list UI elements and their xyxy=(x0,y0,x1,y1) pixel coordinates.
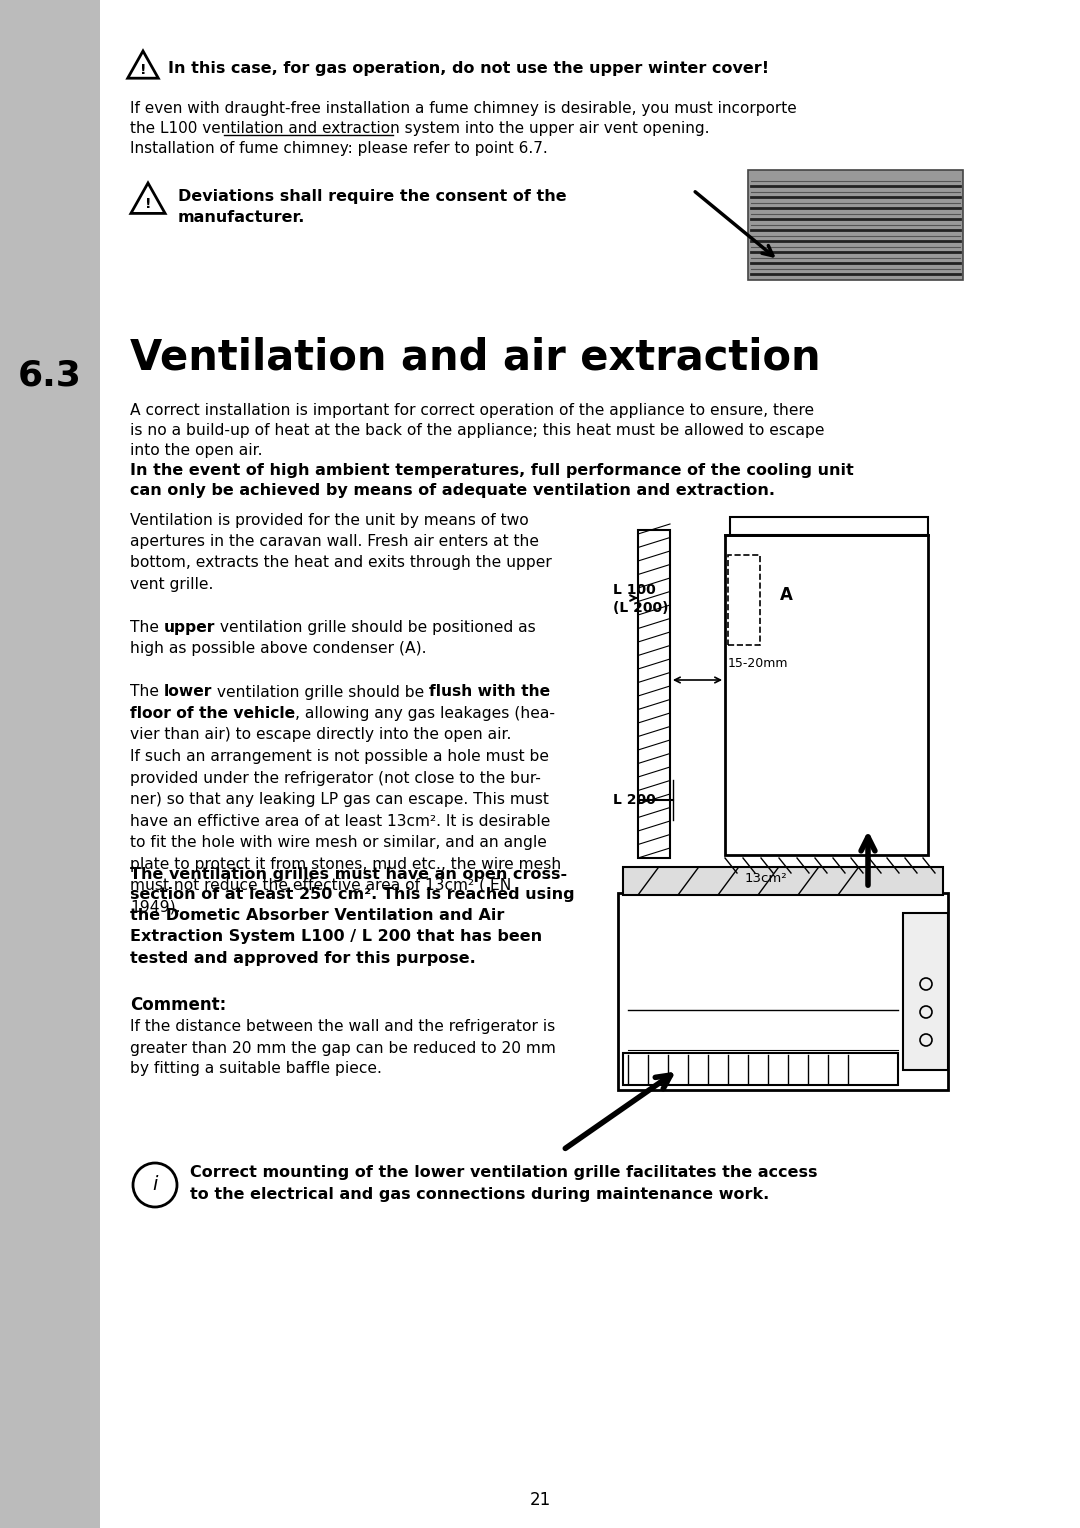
Text: can only be achieved by means of adequate ventilation and extraction.: can only be achieved by means of adequat… xyxy=(130,483,775,498)
Text: If such an arrangement is not possible a hole must be: If such an arrangement is not possible a… xyxy=(130,749,549,764)
Bar xyxy=(725,535,928,856)
Text: L 100: L 100 xyxy=(613,584,656,597)
Text: apertures in the caravan wall. Fresh air enters at the: apertures in the caravan wall. Fresh air… xyxy=(130,533,539,549)
Text: 15-20mm: 15-20mm xyxy=(728,657,788,669)
Text: A: A xyxy=(780,587,793,604)
Text: provided under the refrigerator (not close to the bur-: provided under the refrigerator (not clo… xyxy=(130,770,541,785)
Text: A correct installation is important for correct operation of the appliance to en: A correct installation is important for … xyxy=(130,402,814,417)
Bar xyxy=(638,530,670,859)
Text: If even with draught-free installation a fume chimney is desirable, you must inc: If even with draught-free installation a… xyxy=(130,101,797,116)
Bar xyxy=(730,516,928,535)
Text: Correct mounting of the lower ventilation grille facilitates the access: Correct mounting of the lower ventilatio… xyxy=(190,1164,818,1180)
Text: The ventilation grilles must have an open cross-: The ventilation grilles must have an ope… xyxy=(130,866,567,882)
Text: In the event of high ambient temperatures, full performance of the cooling unit: In the event of high ambient temperature… xyxy=(130,463,854,477)
Text: vent grille.: vent grille. xyxy=(130,578,214,591)
Text: section of at least 250 cm². This is reached using: section of at least 250 cm². This is rea… xyxy=(130,888,575,903)
Text: 1949).: 1949). xyxy=(130,900,180,914)
Text: greater than 20 mm the gap can be reduced to 20 mm: greater than 20 mm the gap can be reduce… xyxy=(130,1041,556,1056)
Text: by fitting a suitable baffle piece.: by fitting a suitable baffle piece. xyxy=(130,1062,382,1077)
Bar xyxy=(903,914,948,1070)
Bar xyxy=(623,1053,897,1085)
Text: have an effictive area of at least 13cm². It is desirable: have an effictive area of at least 13cm²… xyxy=(130,813,551,828)
Text: must not reduce the effective area of 13cm² ( EN: must not reduce the effective area of 13… xyxy=(130,879,511,892)
Text: If the distance between the wall and the refrigerator is: If the distance between the wall and the… xyxy=(130,1019,555,1034)
Text: (L 200): (L 200) xyxy=(613,601,669,614)
Text: Installation of fume chimney: please refer to point 6.7.: Installation of fume chimney: please ref… xyxy=(130,141,548,156)
Text: the Dometic Absorber Ventilation and Air: the Dometic Absorber Ventilation and Air xyxy=(130,909,504,923)
Text: ner) so that any leaking LP gas can escape. This must: ner) so that any leaking LP gas can esca… xyxy=(130,792,549,807)
Text: high as possible above condenser (A).: high as possible above condenser (A). xyxy=(130,642,427,657)
Text: The: The xyxy=(130,620,164,636)
Text: i: i xyxy=(152,1175,158,1195)
Text: vier than air) to escape directly into the open air.: vier than air) to escape directly into t… xyxy=(130,727,511,743)
Text: into the open air.: into the open air. xyxy=(130,443,262,457)
Text: !: ! xyxy=(145,197,151,211)
Text: Deviations shall require the consent of the: Deviations shall require the consent of … xyxy=(178,188,567,203)
Text: lower: lower xyxy=(164,685,213,700)
Text: ventilation grille should be: ventilation grille should be xyxy=(213,685,430,700)
Text: In this case, for gas operation, do not use the upper winter cover!: In this case, for gas operation, do not … xyxy=(168,61,769,75)
Text: Comment:: Comment: xyxy=(130,996,226,1015)
Text: , allowing any gas leakages (hea-: , allowing any gas leakages (hea- xyxy=(295,706,555,721)
Bar xyxy=(623,866,943,895)
Text: to fit the hole with wire mesh or similar, and an angle: to fit the hole with wire mesh or simila… xyxy=(130,834,546,850)
Text: L 200: L 200 xyxy=(613,793,656,807)
Bar xyxy=(618,892,948,1089)
Text: floor of the vehicle: floor of the vehicle xyxy=(130,706,295,721)
Text: the L100 ventilation and extraction system into the upper air vent opening.: the L100 ventilation and extraction syst… xyxy=(130,121,710,136)
Text: plate to protect it from stones, mud etc., the wire mesh: plate to protect it from stones, mud etc… xyxy=(130,857,562,871)
Text: ventilation grille should be positioned as: ventilation grille should be positioned … xyxy=(215,620,536,636)
Text: to the electrical and gas connections during maintenance work.: to the electrical and gas connections du… xyxy=(190,1187,769,1201)
Text: flush with the: flush with the xyxy=(430,685,551,700)
Text: The: The xyxy=(130,685,164,700)
Bar xyxy=(728,555,760,645)
Text: Ventilation and air extraction: Ventilation and air extraction xyxy=(130,338,821,379)
Text: 21: 21 xyxy=(529,1491,551,1510)
Text: 6.3: 6.3 xyxy=(18,358,82,393)
Text: is no a build-up of heat at the back of the appliance; this heat must be allowed: is no a build-up of heat at the back of … xyxy=(130,423,824,437)
Text: bottom, extracts the heat and exits through the upper: bottom, extracts the heat and exits thro… xyxy=(130,556,552,570)
Text: manufacturer.: manufacturer. xyxy=(178,211,306,226)
Text: Ventilation is provided for the unit by means of two: Ventilation is provided for the unit by … xyxy=(130,512,529,527)
Text: Extraction System L100 / L 200 that has been: Extraction System L100 / L 200 that has … xyxy=(130,929,542,944)
Text: tested and approved for this purpose.: tested and approved for this purpose. xyxy=(130,950,476,966)
Bar xyxy=(748,170,963,280)
Text: !: ! xyxy=(139,63,146,76)
Text: 13cm²: 13cm² xyxy=(745,871,787,885)
Bar xyxy=(0,0,100,1528)
Text: upper: upper xyxy=(164,620,215,636)
